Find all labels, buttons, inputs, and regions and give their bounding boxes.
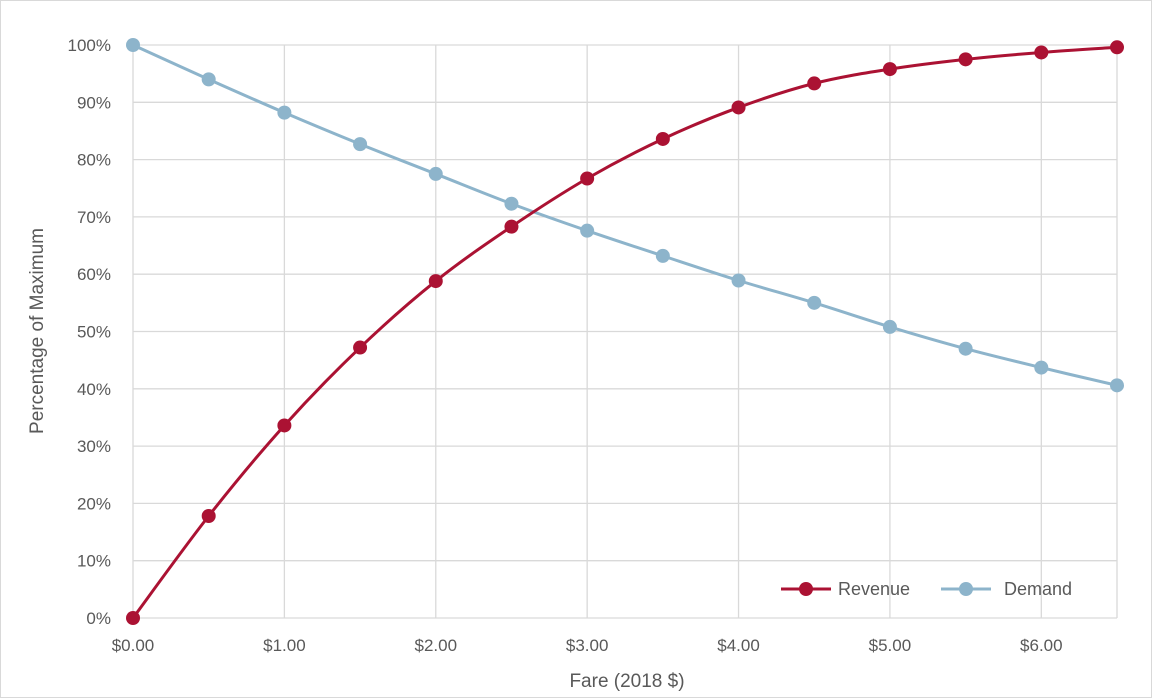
y-tick-label: 90% bbox=[77, 93, 111, 112]
data-point-revenue bbox=[1034, 45, 1049, 60]
x-tick-label: $5.00 bbox=[869, 636, 912, 655]
data-point-revenue bbox=[277, 418, 292, 433]
data-point-demand bbox=[428, 166, 443, 181]
data-point-demand bbox=[277, 105, 292, 120]
y-tick-label: 20% bbox=[77, 494, 111, 513]
data-point-revenue bbox=[428, 274, 443, 289]
data-point-demand bbox=[1034, 360, 1049, 375]
y-tick-label: 0% bbox=[86, 609, 111, 628]
data-point-demand bbox=[958, 341, 973, 356]
data-point-revenue bbox=[580, 171, 595, 186]
legend: Revenue Demand bbox=[781, 579, 1072, 599]
x-tick-label: $1.00 bbox=[263, 636, 306, 655]
data-point-demand bbox=[807, 295, 822, 310]
data-point-demand bbox=[882, 319, 897, 334]
data-point-revenue bbox=[731, 100, 746, 115]
x-tick-label: $0.00 bbox=[112, 636, 155, 655]
data-point-demand bbox=[504, 196, 519, 211]
data-point-demand bbox=[580, 223, 595, 238]
y-axis-title: Percentage of Maximum bbox=[27, 228, 48, 434]
legend-label-revenue: Revenue bbox=[838, 579, 910, 599]
y-tick-label: 60% bbox=[77, 265, 111, 284]
data-point-demand bbox=[126, 38, 140, 52]
y-axis-tick-labels: 0% 10% 20% 30% 40% 50% 60% 70% 80% 90% 100% bbox=[68, 36, 111, 628]
data-point-demand bbox=[655, 248, 670, 263]
data-point-revenue bbox=[353, 340, 368, 355]
data-point-demand bbox=[353, 137, 368, 152]
gridlines bbox=[132, 44, 1118, 619]
y-tick-label: 70% bbox=[77, 208, 111, 227]
y-tick-label: 80% bbox=[77, 151, 111, 170]
legend-swatch-demand-marker bbox=[959, 582, 973, 596]
x-axis-title: Fare (2018 $) bbox=[569, 671, 684, 692]
series-layer bbox=[126, 38, 1124, 625]
x-tick-label: $6.00 bbox=[1020, 636, 1063, 655]
legend-item-demand: Demand bbox=[941, 579, 1072, 599]
data-point-revenue bbox=[958, 52, 973, 67]
series-demand bbox=[126, 38, 1124, 393]
data-point-revenue bbox=[882, 62, 897, 77]
data-point-revenue bbox=[807, 76, 822, 91]
x-tick-label: $4.00 bbox=[717, 636, 760, 655]
legend-label-demand: Demand bbox=[1004, 579, 1072, 599]
x-axis-tick-labels: $0.00 $1.00 $2.00 $3.00 $4.00 $5.00 $6.00 bbox=[112, 636, 1063, 655]
data-point-revenue bbox=[126, 611, 140, 625]
data-point-revenue bbox=[1110, 40, 1124, 55]
data-point-revenue bbox=[504, 219, 519, 234]
data-point-demand bbox=[731, 273, 746, 288]
series-revenue bbox=[126, 40, 1124, 625]
y-tick-label: 100% bbox=[68, 36, 111, 55]
y-tick-label: 10% bbox=[77, 552, 111, 571]
data-point-demand bbox=[1110, 378, 1124, 393]
y-tick-label: 40% bbox=[77, 380, 111, 399]
x-tick-label: $2.00 bbox=[414, 636, 457, 655]
legend-swatch-revenue-marker bbox=[799, 582, 813, 596]
series-line-demand bbox=[132, 43, 1118, 387]
series-line-revenue bbox=[131, 45, 1118, 619]
data-point-demand bbox=[201, 72, 216, 87]
y-tick-label: 30% bbox=[77, 437, 111, 456]
legend-item-revenue: Revenue bbox=[781, 579, 910, 599]
x-tick-label: $3.00 bbox=[566, 636, 609, 655]
data-point-revenue bbox=[201, 509, 216, 524]
data-point-revenue bbox=[655, 131, 670, 146]
y-tick-label: 50% bbox=[77, 323, 111, 342]
